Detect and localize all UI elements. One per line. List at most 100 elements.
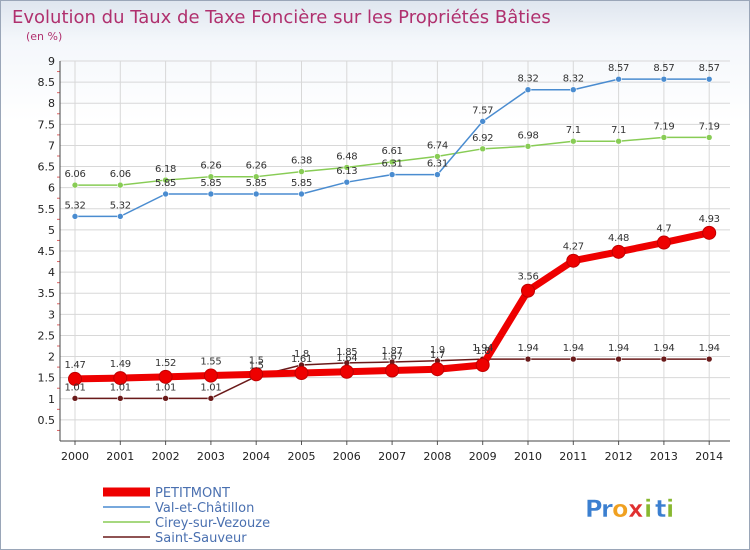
legend-label: Cirey-sur-Vezouze — [155, 516, 270, 531]
x-tick-label: 2006 — [333, 450, 361, 463]
data-point — [207, 190, 215, 198]
data-point — [656, 235, 671, 250]
data-label: 4.48 — [608, 233, 629, 244]
axes — [57, 61, 730, 445]
data-label: 8.57 — [653, 63, 674, 74]
y-tick-label: 0.5 — [38, 414, 56, 427]
data-point — [569, 137, 577, 145]
data-label: 1.5 — [249, 355, 264, 366]
data-label: 5.85 — [200, 178, 221, 189]
data-point — [521, 283, 535, 298]
data-point — [705, 355, 713, 363]
x-tick-label: 2009 — [469, 450, 497, 463]
data-label: 1.61 — [291, 354, 312, 365]
data-label: 7.1 — [611, 125, 626, 136]
data-point — [252, 190, 260, 198]
data-point — [434, 153, 441, 160]
data-label: 1.67 — [382, 351, 403, 362]
data-point — [294, 366, 309, 381]
data-label: 6.92 — [472, 133, 493, 144]
legend-label: Val-et-Châtillon — [155, 501, 254, 516]
data-point — [479, 145, 487, 153]
y-tick-label: 7 — [48, 139, 55, 152]
data-label: 1.8 — [294, 349, 309, 360]
logo-letter: r — [601, 495, 613, 523]
x-tick-label: 2004 — [242, 450, 270, 463]
data-label: 1.94 — [653, 343, 674, 354]
data-point — [569, 355, 577, 363]
data-label: 5.85 — [246, 178, 267, 189]
data-point — [203, 368, 218, 383]
data-point — [298, 190, 305, 198]
y-tick-label: 1 — [48, 393, 55, 406]
y-tick-label: 8.5 — [38, 76, 56, 89]
data-labels: 1.47 1.49 1.52 1.55 1.5 1.61 1.64 1.67 1.7 1.8 3.5… — [64, 63, 720, 393]
data-point — [660, 355, 668, 363]
data-point — [615, 355, 622, 363]
series-lines — [68, 75, 717, 402]
data-label: 6.31 — [382, 159, 403, 170]
data-point — [615, 75, 622, 83]
data-label: 1.01 — [155, 382, 176, 393]
data-point — [615, 137, 622, 145]
chart-title: Evolution du Taux de Taxe Foncière sur l… — [12, 7, 551, 28]
data-label: 6.26 — [200, 161, 221, 172]
data-label: 3.56 — [517, 272, 538, 283]
data-label: 1.52 — [155, 358, 176, 369]
y-tick-label: 6.5 — [38, 161, 56, 174]
data-point — [388, 158, 396, 166]
data-label: 1.47 — [64, 360, 85, 371]
data-label: 1.87 — [382, 346, 403, 357]
data-label: 1.64 — [336, 353, 357, 364]
data-point — [117, 395, 124, 402]
data-point — [524, 86, 532, 94]
data-label: 8.32 — [517, 74, 538, 85]
data-point — [343, 164, 351, 171]
data-point — [343, 178, 351, 186]
data-point — [117, 181, 124, 189]
grid — [60, 60, 730, 441]
data-label: 8.32 — [563, 74, 584, 85]
logo-letter: t — [655, 495, 666, 523]
data-point — [339, 364, 354, 379]
y-tick-label: 6 — [48, 182, 55, 195]
data-label: 6.74 — [427, 140, 448, 151]
y-tick-label: 5 — [48, 224, 55, 237]
data-label: 7.1 — [566, 125, 581, 136]
data-label: 4.7 — [656, 224, 671, 235]
y-tick-label: 2 — [48, 351, 55, 364]
x-tick-label: 2003 — [197, 450, 225, 463]
data-label: 4.93 — [699, 214, 720, 225]
data-label: 4.27 — [563, 242, 584, 253]
data-label: 5.32 — [110, 200, 131, 211]
data-label: 1.94 — [517, 343, 538, 354]
y-tick-label: 3.5 — [38, 287, 56, 300]
data-label: 7.57 — [472, 105, 493, 116]
data-point — [430, 362, 445, 377]
data-point — [298, 168, 305, 175]
data-point — [702, 225, 717, 240]
data-point — [705, 75, 713, 83]
data-label: 1.94 — [699, 343, 720, 354]
x-tick-label: 2012 — [605, 450, 633, 463]
data-label: 1.01 — [200, 382, 221, 393]
data-label: 6.06 — [64, 169, 85, 180]
data-label: 1.55 — [200, 357, 221, 368]
data-label: 6.61 — [382, 146, 403, 157]
x-tick-label: 2013 — [650, 450, 678, 463]
y-tick-label: 1.5 — [38, 372, 56, 385]
data-point — [566, 253, 581, 268]
y-tick-label: 9 — [48, 55, 55, 68]
y-tick-label: 5.5 — [38, 203, 56, 216]
data-point — [71, 395, 79, 402]
y-tick-label: 4 — [48, 266, 55, 279]
unit-label: (en %) — [26, 30, 62, 43]
data-point — [252, 173, 260, 180]
data-label: 8.57 — [608, 63, 629, 74]
y-tick-label: 8 — [48, 97, 55, 110]
x-tick-label: 2001 — [106, 450, 134, 463]
data-label: 7.19 — [699, 121, 720, 132]
data-label: 6.13 — [336, 166, 357, 177]
data-label: 6.31 — [427, 159, 448, 170]
logo-letter: i — [666, 495, 674, 523]
